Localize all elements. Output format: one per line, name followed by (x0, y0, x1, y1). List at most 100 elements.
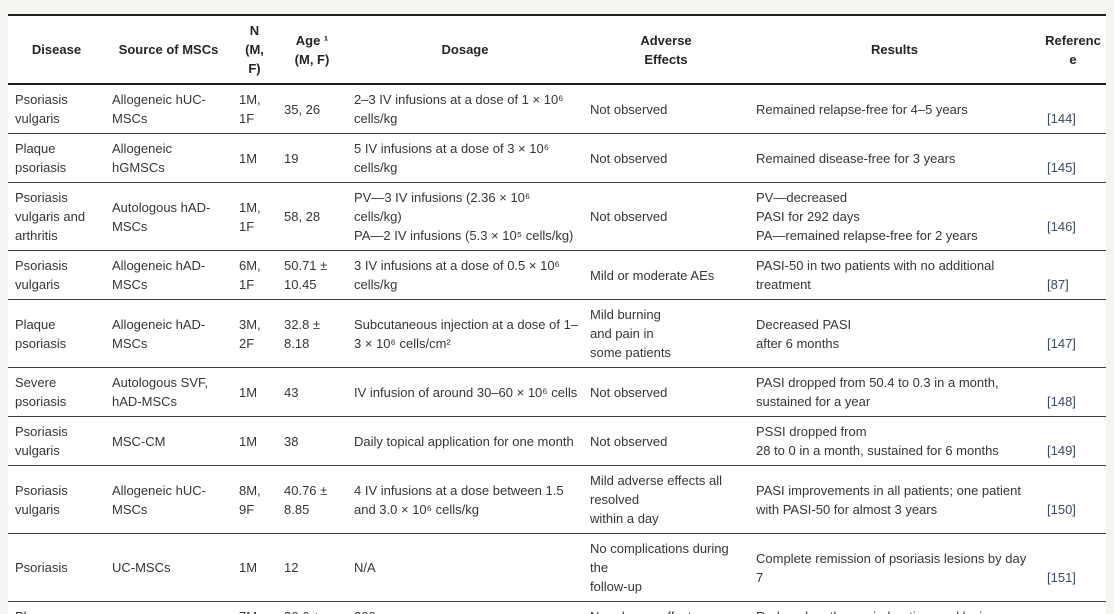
cell-dosage: 4 IV infusions at a dose between 1.5 and… (347, 465, 583, 534)
cell-results: PASI improvements in all patients; one p… (749, 465, 1040, 534)
cell-age: 12 (277, 533, 347, 602)
cell-dosage: IV infusion of around 30–60 × 10⁶ cells (347, 367, 583, 417)
cell-adverse-effects: Not observed (583, 84, 749, 134)
cell-n: 8M, 9F (232, 465, 277, 534)
cell-source-of-mscs: Allogeneic hUC-MSCs (105, 465, 232, 534)
cell-disease: Psoriasis vulgaris (8, 250, 105, 300)
cell-reference: [145] (1040, 133, 1106, 183)
cell-age: 50.71 ± 10.45 (277, 250, 347, 300)
cell-results: Decreased PASI after 6 months (749, 299, 1040, 368)
cell-age: 58, 28 (277, 182, 347, 251)
cell-n: 7M, 3F (232, 601, 277, 614)
reference-link[interactable]: [147] (1047, 335, 1076, 351)
cell-n: 1M (232, 416, 277, 466)
cell-source-of-mscs: Autologous hAD-MSCs (105, 182, 232, 251)
table-row: Severe psoriasis Autologous SVF, hAD-MSC… (8, 367, 1106, 417)
cell-n: 1M (232, 533, 277, 602)
cell-dosage: 2–3 IV infusions at a dose of 1 × 10⁶ ce… (347, 84, 583, 134)
table-row: Psoriasis vulgaris Allogeneic hAD-MSCs 6… (8, 250, 1106, 300)
cell-dosage: Daily topical application for one month (347, 416, 583, 466)
cell-age: 36.6 ± 8.07 (277, 601, 347, 614)
col-header-reference: Reference (1040, 14, 1106, 85)
cell-adverse-effects: No complications during the follow-up (583, 533, 749, 602)
cell-source-of-mscs: Autologous SVF, hAD-MSCs (105, 367, 232, 417)
cell-reference: [152] (1040, 601, 1106, 614)
cell-dosage: N/A (347, 533, 583, 602)
cell-source-of-mscs: Allogeneic hAD-MSCs (105, 299, 232, 368)
cell-adverse-effects: No adverse effects observed (583, 601, 749, 614)
cell-reference: [147] (1040, 299, 1106, 368)
cell-disease: Psoriasis vulgaris (8, 416, 105, 466)
cell-adverse-effects: Mild burning and pain in some patients (583, 299, 749, 368)
reference-link[interactable]: [150] (1047, 501, 1076, 517)
cell-n: 3M, 2F (232, 299, 277, 368)
cell-results: PASI-50 in two patients with no addition… (749, 250, 1040, 300)
col-header-n: N (M, F) (232, 14, 277, 85)
cell-age: 38 (277, 416, 347, 466)
table-row: Plaque psoriasis hAD- MSC-Exo 7M, 3F 36.… (8, 601, 1106, 614)
cell-disease: Severe psoriasis (8, 367, 105, 417)
cell-n: 6M, 1F (232, 250, 277, 300)
cell-age: 32.8 ± 8.18 (277, 299, 347, 368)
reference-link[interactable]: [145] (1047, 160, 1076, 175)
cell-reference: [87] (1040, 250, 1106, 300)
cell-adverse-effects: Not observed (583, 367, 749, 417)
reference-link[interactable]: [151] (1047, 569, 1076, 585)
cell-dosage: 3 IV infusions at a dose of 0.5 × 10⁶ ce… (347, 250, 583, 300)
cell-source-of-mscs: Allogeneic hUC-MSCs (105, 84, 232, 134)
cell-disease: Plaque psoriasis (8, 133, 105, 183)
table-row: Psoriasis vulgaris Allogeneic hUC-MSCs 1… (8, 84, 1106, 134)
cell-disease: Psoriasis vulgaris (8, 465, 105, 534)
cell-reference: [149] (1040, 416, 1106, 466)
clinical-studies-table: Disease Source of MSCs N (M, F) Age ¹ (M… (8, 14, 1106, 614)
cell-adverse-effects: Not observed (583, 182, 749, 251)
col-header-adverse-effects: Adverse Effects (583, 14, 749, 85)
cell-results: Remained relapse-free for 4–5 years (749, 84, 1040, 134)
cell-n: 1M, 1F (232, 84, 277, 134)
table-row: Psoriasis vulgaris Allogeneic hUC-MSCs 8… (8, 465, 1106, 534)
table-row: Plaque psoriasis Allogeneic hGMSCs 1M 19… (8, 133, 1106, 183)
cell-n: 1M (232, 133, 277, 183)
cell-source-of-mscs: hAD- MSC-Exo (105, 601, 232, 614)
cell-disease: Plaque psoriasis (8, 601, 105, 614)
col-header-source: Source of MSCs (105, 14, 232, 85)
cell-disease: Psoriasis vulgaris (8, 84, 105, 134)
cell-results: Complete remission of psoriasis lesions … (749, 533, 1040, 602)
cell-results: PV—decreased PASI for 292 days PA—remain… (749, 182, 1040, 251)
cell-adverse-effects: Mild or moderate AEs (583, 250, 749, 300)
table-row: Psoriasis vulgaris MSC-CM 1M 38 Daily to… (8, 416, 1106, 466)
cell-n: 1M, 1F (232, 182, 277, 251)
cell-reference: [150] (1040, 465, 1106, 534)
reference-link[interactable]: [87] (1047, 277, 1069, 292)
col-header-results: Results (749, 14, 1040, 85)
cell-dosage: Subcutaneous injection at a dose of 1–3 … (347, 299, 583, 368)
reference-link[interactable]: [148] (1047, 394, 1076, 409)
cell-adverse-effects: Mild adverse effects all resolved within… (583, 465, 749, 534)
table-row: Plaque psoriasis Allogeneic hAD-MSCs 3M,… (8, 299, 1106, 368)
cell-reference: [151] (1040, 533, 1106, 602)
cell-disease: Psoriasis (8, 533, 105, 602)
cell-disease: Psoriasis vulgaris and arthritis (8, 182, 105, 251)
cell-reference: [146] (1040, 182, 1106, 251)
cell-source-of-mscs: Allogeneic hAD-MSCs (105, 250, 232, 300)
cell-adverse-effects: Not observed (583, 416, 749, 466)
reference-link[interactable]: [144] (1047, 111, 1076, 126)
table-row: Psoriasis UC-MSCs 1M 12 N/A No complicat… (8, 533, 1106, 602)
cell-results: PSSI dropped from 28 to 0 in a month, su… (749, 416, 1040, 466)
cell-dosage: 5 IV infusions at a dose of 3 × 10⁶ cell… (347, 133, 583, 183)
col-header-dosage: Dosage (347, 14, 583, 85)
cell-age: 40.76 ± 8.85 (277, 465, 347, 534)
cell-n: 1M (232, 367, 277, 417)
reference-link[interactable]: [146] (1047, 218, 1076, 234)
cell-age: 43 (277, 367, 347, 417)
col-header-age: Age ¹ (M, F) (277, 14, 347, 85)
cell-results: PASI dropped from 50.4 to 0.3 in a month… (749, 367, 1040, 417)
cell-dosage: 200 μg MSC-Exo (347, 601, 583, 614)
col-header-disease: Disease (8, 14, 105, 85)
cell-age: 19 (277, 133, 347, 183)
reference-link[interactable]: [149] (1047, 443, 1076, 458)
table-row: Psoriasis vulgaris and arthritis Autolog… (8, 182, 1106, 251)
table-header: Disease Source of MSCs N (M, F) Age ¹ (M… (8, 14, 1106, 85)
cell-reference: [144] (1040, 84, 1106, 134)
